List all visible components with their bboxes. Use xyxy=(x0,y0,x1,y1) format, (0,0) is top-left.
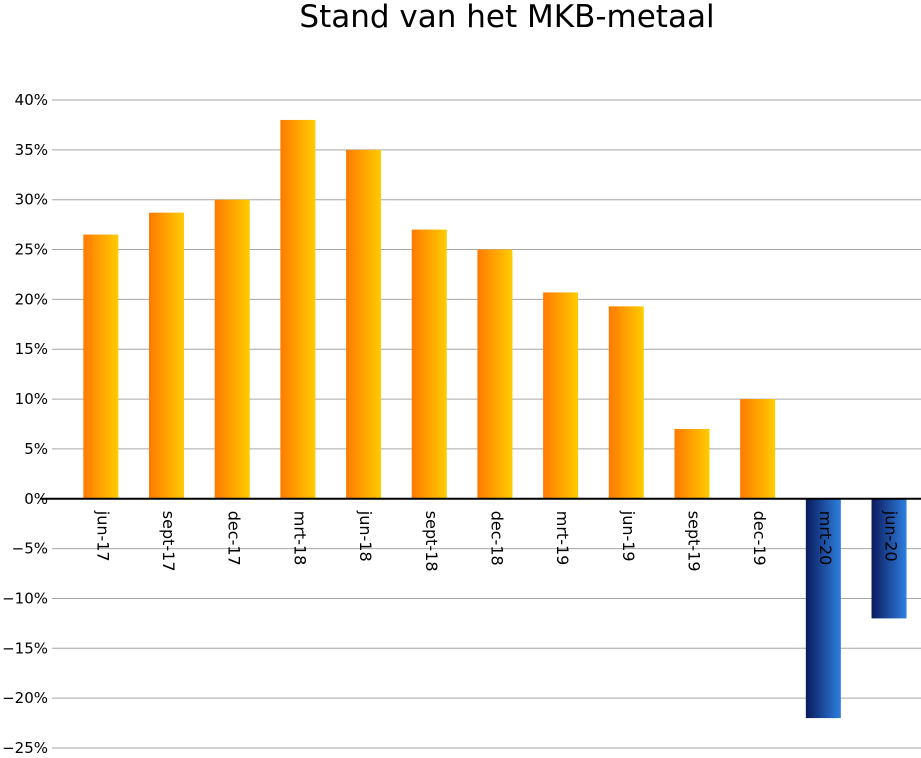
x-tick-label: mrt-19 xyxy=(553,511,572,566)
y-tick-label: 5% xyxy=(24,440,48,458)
x-tick-label: dec-19 xyxy=(750,511,769,566)
bar-sept-19 xyxy=(674,428,710,499)
bar-jun-20 xyxy=(871,498,907,619)
bar-mrt-20 xyxy=(805,498,841,719)
bar-dec-19 xyxy=(740,399,776,499)
x-tick-label: jun-17 xyxy=(93,510,112,562)
x-tick-label: jun-18 xyxy=(356,510,375,562)
bar-sept-17 xyxy=(149,212,185,499)
y-tick-label: −5% xyxy=(12,540,48,558)
x-tick-label: sept-18 xyxy=(422,511,441,572)
bars xyxy=(83,119,907,719)
y-tick-label: 35% xyxy=(15,141,48,159)
x-tick-label: dec-17 xyxy=(225,511,244,566)
y-tick-label: −10% xyxy=(2,589,48,607)
bar-jun-19 xyxy=(608,306,644,499)
y-tick-label: 10% xyxy=(15,390,48,408)
x-tick-label: mrt-18 xyxy=(290,511,309,566)
x-axis-ticks: jun-17 sept-17 dec-17 mrt-18 jun-18 sept-18 de… xyxy=(93,510,900,572)
x-tick-label: jun-20 xyxy=(882,510,901,562)
y-tick-label: 0% xyxy=(24,490,48,508)
x-tick-label: jun-19 xyxy=(619,510,638,562)
x-tick-label: mrt-20 xyxy=(816,511,835,566)
x-tick-label: sept-17 xyxy=(159,511,178,572)
x-tick-label: dec-18 xyxy=(487,511,506,566)
y-tick-label: 20% xyxy=(15,290,48,308)
chart-title: Stand van het MKB-metaal xyxy=(299,0,714,35)
bar-sept-18 xyxy=(411,229,447,499)
y-tick-label: 25% xyxy=(15,241,48,259)
y-tick-label: 15% xyxy=(15,340,48,358)
bar-dec-18 xyxy=(477,249,513,499)
bar-jun-18 xyxy=(346,149,382,499)
y-axis-ticks: 40% 35% 30% 25% 20% 15% 10% 5% 0% −5% −10% −15% −20%… xyxy=(2,91,48,757)
x-tick-label: sept-19 xyxy=(684,511,703,572)
y-tick-label: 40% xyxy=(15,91,48,109)
bar-dec-17 xyxy=(214,199,250,499)
y-tick-label: −20% xyxy=(2,689,48,707)
bar-mrt-19 xyxy=(543,292,579,499)
bar-jun-17 xyxy=(83,234,119,499)
y-tick-label: −25% xyxy=(2,739,48,757)
bar-mrt-18 xyxy=(280,119,316,499)
y-tick-label: 30% xyxy=(15,191,48,209)
y-tick-label: −15% xyxy=(2,639,48,657)
